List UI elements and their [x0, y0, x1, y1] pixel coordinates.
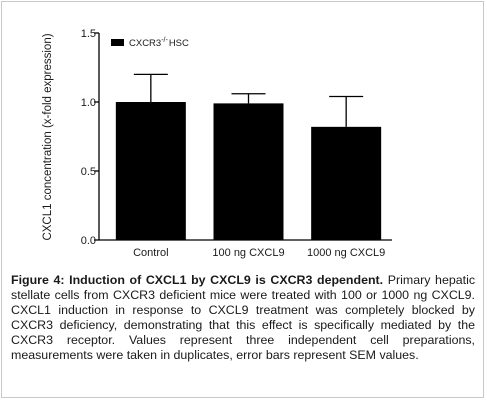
caption-label: Figure 4: Induction of CXCL1 by CXCL9 is… [11, 273, 384, 287]
legend-label-superscript: -/- [161, 37, 168, 44]
legend-label: CXCR3-/-HSC [129, 37, 189, 49]
legend-label-suffix: HSC [169, 38, 189, 49]
legend-swatch [111, 39, 124, 46]
y-tick-label: 0.0 [81, 235, 96, 247]
legend: CXCR3-/-HSC [111, 37, 189, 49]
caption-text: Primary hepatic stellate cells from CXCR… [11, 273, 476, 362]
bar-chart: CXCL1 concentration (x-fold expression) … [42, 28, 392, 259]
x-tick-label: Control [133, 247, 168, 259]
x-tick-label: 100 ng CXCL9 [212, 247, 284, 259]
axes-layer: 0.0 0.5 1.0 1.5 Control 100 ng CXCL9 1000 ng C… [81, 28, 392, 259]
y-tick-label: 1.0 [81, 97, 96, 109]
y-tick-label: 0.5 [81, 166, 96, 178]
bars-layer [115, 73, 382, 240]
legend-label-base: CXCR3 [129, 38, 161, 49]
bar [213, 103, 284, 240]
y-axis-label: CXCL1 concentration (x-fold expression) [42, 33, 54, 240]
bar [311, 126, 382, 240]
y-tick-label: 1.5 [81, 28, 96, 40]
x-tick-label: 1000 ng CXCL9 [307, 247, 385, 259]
bar [115, 102, 186, 240]
figure-caption: Figure 4: Induction of CXCL1 by CXCL9 is… [11, 273, 475, 362]
